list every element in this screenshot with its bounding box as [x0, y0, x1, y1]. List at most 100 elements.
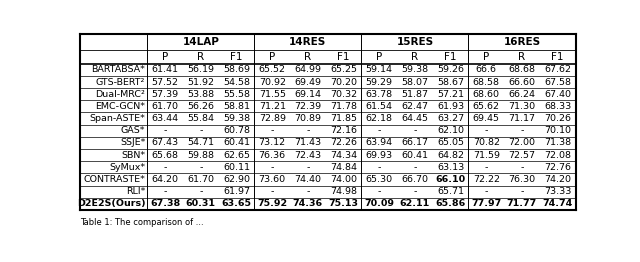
Text: 65.71: 65.71	[437, 187, 464, 196]
Text: 58.81: 58.81	[223, 102, 250, 111]
Text: 16RES: 16RES	[504, 37, 541, 47]
Text: -: -	[520, 187, 524, 196]
Text: 64.82: 64.82	[437, 151, 464, 160]
Text: 67.40: 67.40	[544, 90, 571, 99]
Text: 62.18: 62.18	[365, 114, 393, 123]
Text: 15RES: 15RES	[396, 37, 433, 47]
Text: -: -	[378, 126, 381, 135]
Text: 76.30: 76.30	[508, 175, 536, 184]
Text: 61.70: 61.70	[152, 102, 179, 111]
Text: P: P	[483, 52, 490, 62]
Text: -: -	[271, 126, 274, 135]
Text: 68.58: 68.58	[473, 78, 500, 86]
Text: 72.22: 72.22	[473, 175, 500, 184]
Text: 77.97: 77.97	[471, 199, 501, 208]
Text: 62.47: 62.47	[401, 102, 428, 111]
Text: GAS*: GAS*	[121, 126, 145, 135]
Text: 68.60: 68.60	[473, 90, 500, 99]
Text: 62.10: 62.10	[437, 126, 464, 135]
Text: 72.00: 72.00	[509, 138, 536, 148]
Text: -: -	[413, 187, 417, 196]
Text: 72.57: 72.57	[509, 151, 536, 160]
Text: -: -	[520, 163, 524, 172]
Text: 71.55: 71.55	[259, 90, 285, 99]
Text: 64.20: 64.20	[152, 175, 179, 184]
Text: -: -	[484, 187, 488, 196]
Text: P: P	[162, 52, 168, 62]
Text: 65.68: 65.68	[152, 151, 179, 160]
Text: 56.19: 56.19	[188, 65, 214, 74]
Text: 65.86: 65.86	[435, 199, 466, 208]
Text: 69.14: 69.14	[294, 90, 321, 99]
Text: 72.43: 72.43	[294, 151, 321, 160]
Text: EMC-GCN*: EMC-GCN*	[95, 102, 145, 111]
Text: 72.76: 72.76	[544, 163, 571, 172]
Text: 61.41: 61.41	[152, 65, 179, 74]
Text: 66.24: 66.24	[509, 90, 536, 99]
Text: 51.92: 51.92	[188, 78, 214, 86]
Text: 54.58: 54.58	[223, 78, 250, 86]
Text: 76.36: 76.36	[259, 151, 286, 160]
Text: 53.88: 53.88	[188, 90, 214, 99]
Text: 65.30: 65.30	[365, 175, 393, 184]
Text: F1: F1	[230, 52, 243, 62]
Text: 68.68: 68.68	[509, 65, 536, 74]
Text: F1: F1	[552, 52, 564, 62]
Text: 71.43: 71.43	[294, 138, 321, 148]
Text: 59.38: 59.38	[223, 114, 250, 123]
Text: 67.43: 67.43	[152, 138, 179, 148]
Text: 61.54: 61.54	[365, 102, 393, 111]
Text: CONTRASTE*: CONTRASTE*	[83, 175, 145, 184]
Text: 73.33: 73.33	[544, 187, 572, 196]
Text: -: -	[520, 126, 524, 135]
Text: 63.44: 63.44	[152, 114, 179, 123]
Text: R: R	[197, 52, 204, 62]
Text: 74.98: 74.98	[330, 187, 357, 196]
Text: 14RES: 14RES	[289, 37, 326, 47]
Text: 74.40: 74.40	[294, 175, 321, 184]
Text: -: -	[271, 163, 274, 172]
Text: 72.26: 72.26	[330, 138, 357, 148]
Text: 66.70: 66.70	[401, 175, 428, 184]
Text: 70.26: 70.26	[544, 114, 571, 123]
Text: 74.00: 74.00	[330, 175, 357, 184]
Text: 70.10: 70.10	[544, 126, 571, 135]
Text: -: -	[413, 163, 417, 172]
Text: 70.20: 70.20	[330, 78, 357, 86]
Text: 74.34: 74.34	[330, 151, 357, 160]
Text: 73.60: 73.60	[259, 175, 286, 184]
Text: 63.94: 63.94	[365, 138, 393, 148]
Text: 72.89: 72.89	[259, 114, 285, 123]
Text: 62.90: 62.90	[223, 175, 250, 184]
Text: 71.59: 71.59	[473, 151, 500, 160]
Text: 60.31: 60.31	[186, 199, 216, 208]
Text: 61.97: 61.97	[223, 187, 250, 196]
Text: -: -	[306, 187, 310, 196]
Text: 65.25: 65.25	[330, 65, 357, 74]
Text: 60.41: 60.41	[401, 151, 428, 160]
Text: 63.65: 63.65	[221, 199, 252, 208]
Text: 54.71: 54.71	[188, 138, 214, 148]
Text: 75.92: 75.92	[257, 199, 287, 208]
Text: 73.12: 73.12	[259, 138, 286, 148]
Text: 58.67: 58.67	[437, 78, 464, 86]
Text: R: R	[412, 52, 419, 62]
Text: 74.20: 74.20	[544, 175, 571, 184]
Text: -: -	[199, 126, 202, 135]
Text: 70.32: 70.32	[330, 90, 357, 99]
Text: -: -	[163, 163, 167, 172]
Text: 70.09: 70.09	[364, 199, 394, 208]
Text: 70.92: 70.92	[259, 78, 285, 86]
Text: 68.33: 68.33	[544, 102, 572, 111]
Text: F1: F1	[444, 52, 457, 62]
Text: BARTABSA*: BARTABSA*	[92, 65, 145, 74]
Text: D2E2S(Ours): D2E2S(Ours)	[77, 199, 145, 208]
Text: 70.89: 70.89	[294, 114, 321, 123]
Text: 61.93: 61.93	[437, 102, 464, 111]
Text: 59.38: 59.38	[401, 65, 429, 74]
Text: SyMux*: SyMux*	[109, 163, 145, 172]
Text: RLI*: RLI*	[126, 187, 145, 196]
Text: 63.27: 63.27	[437, 114, 464, 123]
Text: Span-ASTE*: Span-ASTE*	[90, 114, 145, 123]
Text: 71.21: 71.21	[259, 102, 285, 111]
